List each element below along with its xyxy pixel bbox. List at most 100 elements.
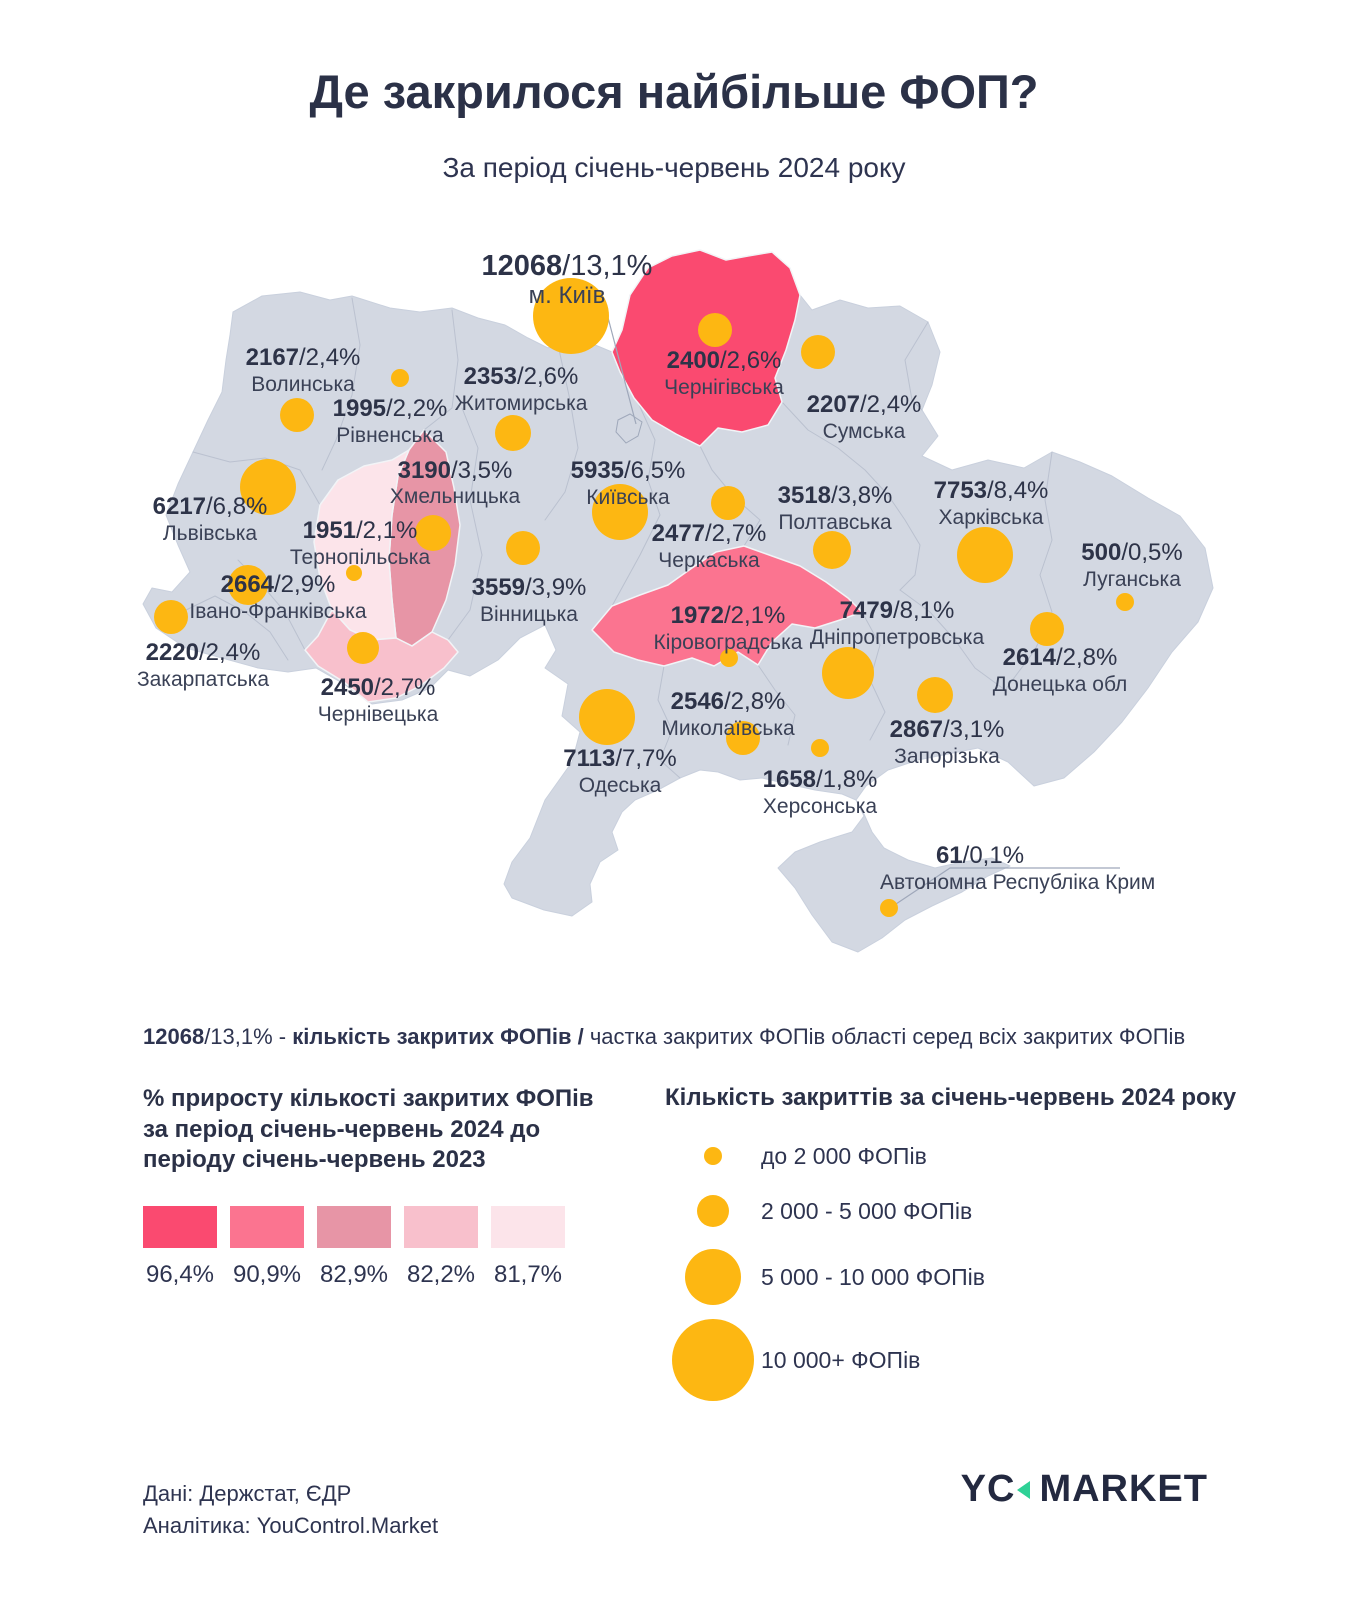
region-name: Полтавська (778, 510, 892, 534)
region-closed-count: 2450 (320, 674, 375, 701)
size-legend-label: 10 000+ ФОПів (761, 1346, 921, 1373)
region-closed-count: 1995 (332, 395, 387, 422)
region-closed-count: 2477 (651, 520, 706, 547)
growth-swatch (317, 1206, 391, 1249)
region-name: Черкаська (658, 548, 760, 572)
size-legend-row: 2 000 - 5 000 ФОПів (665, 1184, 1265, 1238)
region-value-line: 2167/2,4% (245, 344, 361, 372)
growth-swatch-label: 81,7% (493, 1261, 563, 1289)
region-name: Херсонська (762, 794, 878, 818)
region-name: Сумська (822, 419, 906, 443)
note-bold-text: кількість закритих ФОПів / (292, 1024, 590, 1049)
analytics-line: Аналітика: YouControl.Market (143, 1512, 439, 1538)
region-name: Чернігівська (664, 375, 784, 399)
region-share: /1,8% (816, 766, 878, 793)
bubble-sumska (801, 335, 835, 369)
region-share: /2,4% (860, 391, 922, 418)
region-closed-count: 6217 (152, 493, 207, 520)
growth-legend: % приросту кількості закритих ФОПів за п… (143, 1084, 643, 1289)
region-value-line: 1658/1,8% (762, 766, 878, 794)
region-share: /2,1% (724, 602, 786, 629)
bubble-zhytomyrska (495, 415, 531, 451)
size-legend-label: 5 000 - 10 000 ФОПів (761, 1263, 985, 1290)
region-label-poltavska: 3518/3,8% Полтавська (778, 482, 893, 534)
note-example-share: /13,1% (204, 1024, 273, 1049)
region-share: /8,1% (893, 597, 955, 624)
region-closed-count: 61 (935, 842, 963, 869)
region-closed-count: 2614 (1002, 644, 1056, 671)
bubble-volynska (280, 398, 314, 432)
region-closed-count: 2167 (245, 344, 300, 371)
region-label-zhytomyrska: 2353/2,6% Житомирська (454, 363, 588, 415)
region-share: /2,4% (199, 639, 261, 666)
region-share: /2,7% (705, 520, 767, 547)
region-label-cherkaska: 2477/2,7% Черкаська (651, 520, 767, 572)
region-label-ternopilska: 1951/2,1% Тернопільська (289, 517, 431, 569)
region-closed-count: 7753 (933, 477, 988, 504)
region-share: /2,8% (724, 688, 786, 715)
bubble-zakarpatska (154, 600, 188, 634)
region-closed-count: 2867 (889, 716, 944, 743)
region-name: м. Київ (528, 282, 606, 310)
growth-swatch-col: 82,9% (317, 1206, 391, 1289)
region-name: Кіровоградська (653, 630, 803, 654)
region-label-sumska: 2207/2,4% Сумська (806, 391, 922, 443)
region-value-line: 7113/7,7% (563, 745, 677, 773)
region-name: Житомирська (454, 391, 588, 415)
region-value-line: 2450/2,7% (318, 674, 439, 702)
logo-market-text: MARKET (1039, 1468, 1208, 1510)
region-name: Харківська (938, 505, 1044, 529)
region-name: Рівненська (336, 423, 444, 447)
kyiv-city-shape (615, 413, 643, 444)
region-label-zakarpatska: 2220/2,4% Закарпатська (137, 639, 269, 691)
region-share: /7,7% (615, 745, 677, 772)
growth-swatch-col: 81,7% (491, 1206, 565, 1289)
growth-swatch-row: 96,4% 90,9% 82,9% 82,2% 81,7% (143, 1206, 643, 1289)
region-label-volynska: 2167/2,4% Волинська (245, 344, 361, 396)
region-value-line: 2664/2,9% (189, 571, 366, 599)
region-label-rivnenska: 1995/2,2% Рівненська (332, 395, 448, 447)
region-label-zaporizka: 2867/3,1% Запорізька (889, 716, 1005, 768)
region-label-khersonska: 1658/1,8% Херсонська (762, 766, 878, 818)
bubble-zaporizka (917, 677, 953, 713)
region-share: /13,1% (562, 250, 653, 282)
region-closed-count: 1658 (762, 766, 817, 793)
region-name: Запорізька (894, 744, 1000, 768)
region-value-line: 7479/8,1% (810, 597, 984, 625)
size-bubble-icon (704, 1147, 722, 1165)
bubble-krym (880, 899, 898, 917)
bubble-chernivetska (347, 632, 379, 664)
region-value-line: 2614/2,8% (993, 644, 1128, 672)
note-rest-text: частка закритих ФОПів області серед всіх… (589, 1024, 1186, 1049)
region-name: Тернопільська (289, 545, 431, 569)
source-line: Дані: Держстат, ЄДР (143, 1481, 352, 1506)
size-legend-label: до 2 000 ФОПів (761, 1142, 927, 1169)
region-label-luhanska: 500/0,5% Луганська (1081, 539, 1182, 591)
bubble-rivnenska (391, 369, 409, 387)
growth-legend-title: % приросту кількості закритих ФОПів за п… (143, 1085, 594, 1174)
region-closed-count: 5935 (570, 457, 625, 484)
region-value-line: 3190/3,5% (390, 457, 520, 485)
growth-swatch-label: 90,9% (232, 1261, 302, 1289)
bubble-khersonska (811, 739, 829, 757)
region-closed-count: 2207 (806, 391, 861, 418)
region-label-chernivetska: 2450/2,7% Чернівецька (318, 674, 439, 726)
growth-swatch-col: 90,9% (230, 1206, 304, 1289)
region-closed-count: 7113 (563, 745, 616, 772)
size-legend-row: до 2 000 ФОПів (665, 1128, 1265, 1184)
region-share: /3,1% (943, 716, 1005, 743)
region-name: Хмельницька (389, 484, 521, 508)
region-value-line: 61/0,1% (880, 842, 1080, 870)
region-label-krym: 61/0,1% Автономна Республіка Крим (880, 842, 1155, 894)
region-name: Волинська (251, 372, 355, 396)
region-share: /2,6% (720, 347, 782, 374)
region-label-mykolaivska: 2546/2,8% Миколаївська (661, 688, 794, 740)
size-bubble-cell (665, 1319, 761, 1401)
region-value-line: 6217/6,8% (152, 493, 268, 521)
region-closed-count: 12068 (481, 250, 563, 282)
note-separator: - (272, 1024, 293, 1049)
region-name: Київська (586, 485, 670, 509)
region-share: /2,9% (274, 571, 336, 598)
region-share: /2,8% (1056, 644, 1118, 671)
region-share: /6,8% (206, 493, 268, 520)
